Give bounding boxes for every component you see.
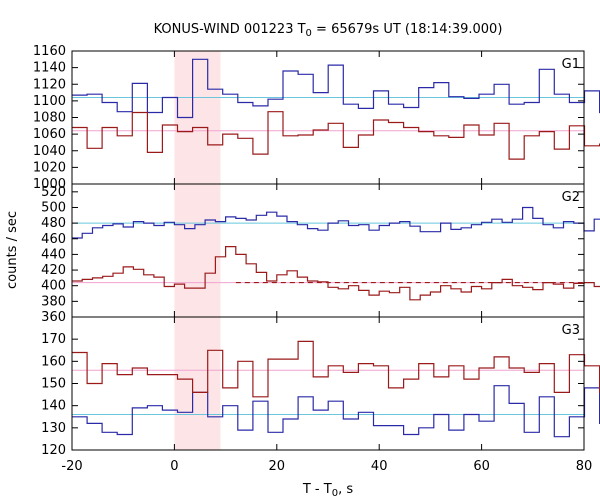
x-axis: -20 0 20 40 60 80 xyxy=(61,459,592,474)
series-blue-histogram xyxy=(72,58,600,119)
y-tick-label: 1040 xyxy=(33,144,66,159)
y-axis-label: counts / sec xyxy=(5,211,20,289)
x-axis-label-prefix: T - T xyxy=(302,482,332,497)
panel-label: G1 xyxy=(562,57,580,72)
highlight-interval xyxy=(174,184,221,317)
y-tick-label: 160 xyxy=(41,354,66,369)
x-tick-label: 0 xyxy=(170,459,178,474)
panel-label: G2 xyxy=(562,190,580,205)
y-tick-label: 1000 xyxy=(33,177,66,192)
y-tick-label: 120 xyxy=(41,443,66,458)
y-tick-label: 1160 xyxy=(33,44,66,59)
y-tick-label: 500 xyxy=(41,200,66,215)
series-red-histogram xyxy=(72,111,600,160)
y-tick-label: 150 xyxy=(41,377,66,392)
y-tick-label: 360 xyxy=(41,310,66,325)
chart-title: KONUS-WIND 001223 T0 = 65679s UT (18:14:… xyxy=(154,22,503,39)
y-tick-label: 140 xyxy=(41,399,66,414)
series-red-histogram xyxy=(72,340,600,398)
chart-title-prefix: KONUS-WIND 001223 T xyxy=(154,22,306,37)
y-tick-label: 380 xyxy=(41,294,66,309)
panel-g3: 120 130 140 150 160 170 G3 xyxy=(41,316,600,458)
series-blue-histogram xyxy=(72,206,600,239)
y-axis-g3: 120 130 140 150 160 170 xyxy=(41,332,584,458)
x-tick-label: 60 xyxy=(473,459,490,474)
y-tick-label: 420 xyxy=(41,263,66,278)
series-blue-histogram xyxy=(72,385,600,438)
x-axis-label-suffix: , s xyxy=(338,482,353,497)
y-tick-label: 460 xyxy=(41,232,66,247)
x-tick-label: 80 xyxy=(576,459,593,474)
y-tick-label: 1060 xyxy=(33,127,66,142)
y-tick-label: 520 xyxy=(41,185,66,200)
panel-label: G3 xyxy=(562,323,580,338)
panel-frame xyxy=(71,183,585,318)
y-tick-label: 1100 xyxy=(33,94,66,109)
x-axis-label-subscript: 0 xyxy=(332,488,338,499)
x-tick-label: 40 xyxy=(371,459,388,474)
x-tick-label: 20 xyxy=(269,459,286,474)
y-tick-label: 1140 xyxy=(33,61,66,76)
y-tick-label: 400 xyxy=(41,279,66,294)
chart-title-suffix: = 65679s UT (18:14:39.000) xyxy=(312,22,502,37)
y-tick-label: 1020 xyxy=(33,160,66,175)
chart-title-subscript: 0 xyxy=(306,28,312,39)
y-tick-label: 170 xyxy=(41,332,66,347)
x-tick-label: -20 xyxy=(61,459,82,474)
series-red-histogram xyxy=(72,246,600,301)
y-tick-label: 1120 xyxy=(33,77,66,92)
y-tick-label: 440 xyxy=(41,247,66,262)
y-tick-label: 480 xyxy=(41,216,66,231)
y-tick-label: 1080 xyxy=(33,111,66,126)
highlight-interval xyxy=(174,317,221,450)
y-tick-label: 130 xyxy=(41,421,66,436)
panel-frame xyxy=(71,316,585,451)
x-axis-label: T - T0, s xyxy=(302,482,353,499)
